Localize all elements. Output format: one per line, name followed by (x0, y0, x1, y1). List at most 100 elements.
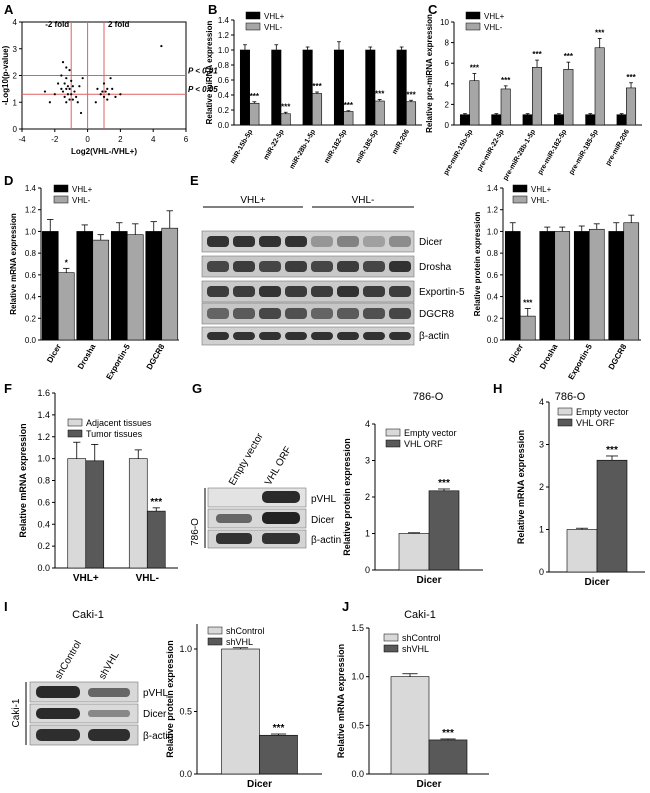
blot-e-signal-r4-l4 (311, 332, 333, 340)
blot-e-signal-r0-l1 (233, 236, 255, 247)
chart-A-xtick-label-2: 0 (85, 135, 90, 144)
chart-A-point-29 (106, 87, 109, 90)
blot-e-signal-r4-l5 (337, 332, 359, 340)
chart-F-ytick-label-5: 1.0 (37, 454, 50, 464)
chart-D-bar-1-0 (76, 231, 94, 341)
chart-g: 0 1 2 3 4 Relative protein expression *** Dicer… (342, 419, 483, 586)
chart-A-point-36 (99, 93, 102, 96)
chart-E-legend-label-0: VHL+ (531, 185, 552, 194)
chart-B-legend-label-1: VHL- (264, 23, 283, 32)
chart-A-hline-label-1: P < 0.05 (188, 85, 218, 94)
blot-g-actin-signal-1 (216, 533, 252, 544)
blot-i-label-pvhl: pVHL (143, 688, 168, 699)
chart-C-cat-1: pre-miR-22-5p (476, 129, 506, 173)
chart-A-point-13 (73, 90, 76, 93)
chart-A-point-20 (65, 101, 68, 104)
chart-B-cat-0: miR-15b-5p (229, 129, 254, 166)
chart-A-point-38 (96, 87, 99, 90)
chart-I-legend-label-1: shVHL (226, 637, 253, 647)
blot-i-pvhl-signal-2 (88, 688, 130, 697)
chart-E-legend-swatch-0 (512, 184, 528, 193)
chart-A-xtick-label-5: 6 (184, 135, 189, 144)
blot-i-actin-signal-1 (36, 729, 80, 741)
chart-C-cat-0: pre-miR-15b-5p (443, 129, 475, 177)
blot-e-signal-r1-l7 (389, 261, 411, 272)
chart-J-bar-0-1 (428, 739, 468, 775)
panel-label-h: H (493, 381, 502, 396)
chart-A-point-42 (109, 77, 112, 80)
chart-J-bar-0-0 (390, 676, 430, 775)
chart-B-bar-2-0 (302, 49, 313, 126)
chart-C-ytick-label-3: 6 (445, 59, 450, 68)
chart-b: 0.0 0.2 0.4 0.6 0.8 1.0 1.2 1.4 Relative miRNA e… (205, 11, 422, 170)
chart-A-ytick-label-3: 3 (13, 45, 18, 54)
blot-i-label-dicer: Dicer (143, 709, 167, 720)
blot-i-pvhl-signal-1 (36, 686, 80, 698)
chart-I-ytick-label-1: 0.5 (179, 707, 192, 717)
chart-F-ytick-label-6: 1.2 (37, 432, 50, 442)
chart-A-point-33 (111, 87, 114, 90)
blot-g-lane-empty-vector: Empty vector (227, 431, 266, 488)
blot-e-signal-r3-l4 (311, 308, 333, 319)
blot-e-signal-r3-l5 (337, 308, 359, 319)
chart-G-legend-swatch-0 (385, 428, 401, 437)
chart-d: 0.0 0.2 0.4 0.6 0.8 1.0 1.2 1.4 Relative mRNA ex… (9, 184, 179, 381)
chart-E-bar-3-1 (623, 222, 640, 341)
chart-C-legend-label-1: VHL- (484, 23, 503, 32)
chart-F-bar-0-0 (67, 458, 87, 569)
chart-A-xtick-label-3: 2 (118, 135, 123, 144)
chart-B-bar-5-0 (396, 49, 407, 126)
blot-g-label-dicer: Dicer (311, 515, 335, 526)
blot-e-signal-r2-l0 (207, 286, 229, 297)
chart-H-ytick-label-2: 2 (539, 482, 544, 492)
chart-E-bar-3-0 (608, 231, 625, 341)
chart-G-ytick-label-1: 1 (365, 529, 370, 539)
chart-F-ytick-label-2: 0.4 (37, 519, 50, 529)
chart-G-legend-label-0: Empty vector (404, 428, 457, 438)
chart-A-point-17 (75, 95, 78, 98)
chart-E-bar-2-1 (588, 228, 605, 341)
chart-F-bar-1-1 (146, 510, 166, 569)
chart-A-point-6 (70, 79, 73, 82)
chart-I-star-0: *** (273, 723, 285, 734)
title-h: 786-O (555, 391, 586, 403)
chart-I-legend-swatch-0 (207, 626, 223, 635)
blot-i-dicer-signal-2 (88, 710, 130, 717)
chart-J-cat-0: Dicer (416, 779, 441, 790)
chart-A-xtick-label-4: 4 (151, 135, 156, 144)
blot-e-signal-r4-l0 (207, 332, 229, 340)
blot-g-cell-label: 786-O (190, 518, 201, 546)
chart-e: 0.0 0.2 0.4 0.6 0.8 1.0 1.2 1.4 Relative protein… (473, 184, 641, 381)
chart-C-legend-swatch-1 (465, 22, 481, 31)
chart-A-point-8 (66, 85, 70, 88)
chart-A-xtick-label-1: -2 (51, 135, 59, 144)
chart-E-bar-0-0 (504, 231, 521, 341)
blot-e-group-vhl-minus: VHL- (352, 195, 375, 206)
panel-label-g: G (192, 381, 202, 396)
chart-B-bar-4-0 (365, 49, 376, 126)
chart-B-star-0: *** (250, 92, 260, 101)
chart-I-ytick-label-2: 1.0 (179, 644, 192, 654)
chart-J-ylabel: Relative mRNA expression (336, 644, 346, 758)
chart-C-bar-0-0 (459, 114, 470, 126)
chart-B-bar-0-0 (239, 49, 250, 126)
blot-e-signal-r0-l2 (259, 236, 281, 247)
blot-e-signal-r3-l1 (233, 308, 255, 319)
chart-H-ytick-label-3: 3 (539, 440, 544, 450)
chart-A-ytick-label-1: 1 (13, 98, 18, 107)
blot-e-signal-r3-l2 (259, 308, 281, 319)
chart-F-ytick-label-0: 0.0 (37, 563, 50, 573)
chart-A-point-40 (79, 111, 83, 115)
chart-J-ytick-label-1: 0.5 (351, 720, 364, 730)
chart-I-legend-swatch-1 (207, 637, 223, 646)
chart-H-bar-0-1 (596, 459, 628, 573)
chart-B-bar-2-1 (312, 93, 323, 126)
blot-i: shControl shVHL Caki-1 pVHL Dicer β-acti… (11, 639, 173, 746)
chart-J-legend-swatch-1 (383, 644, 399, 653)
chart-D-ytick-label-6: 1.2 (25, 206, 37, 215)
chart-B-bar-3-1 (343, 111, 354, 126)
chart-D-cat-3: DGCR8 (145, 342, 167, 371)
blot-e-signal-r3-l0 (207, 308, 229, 319)
chart-A-point-5 (65, 77, 68, 80)
